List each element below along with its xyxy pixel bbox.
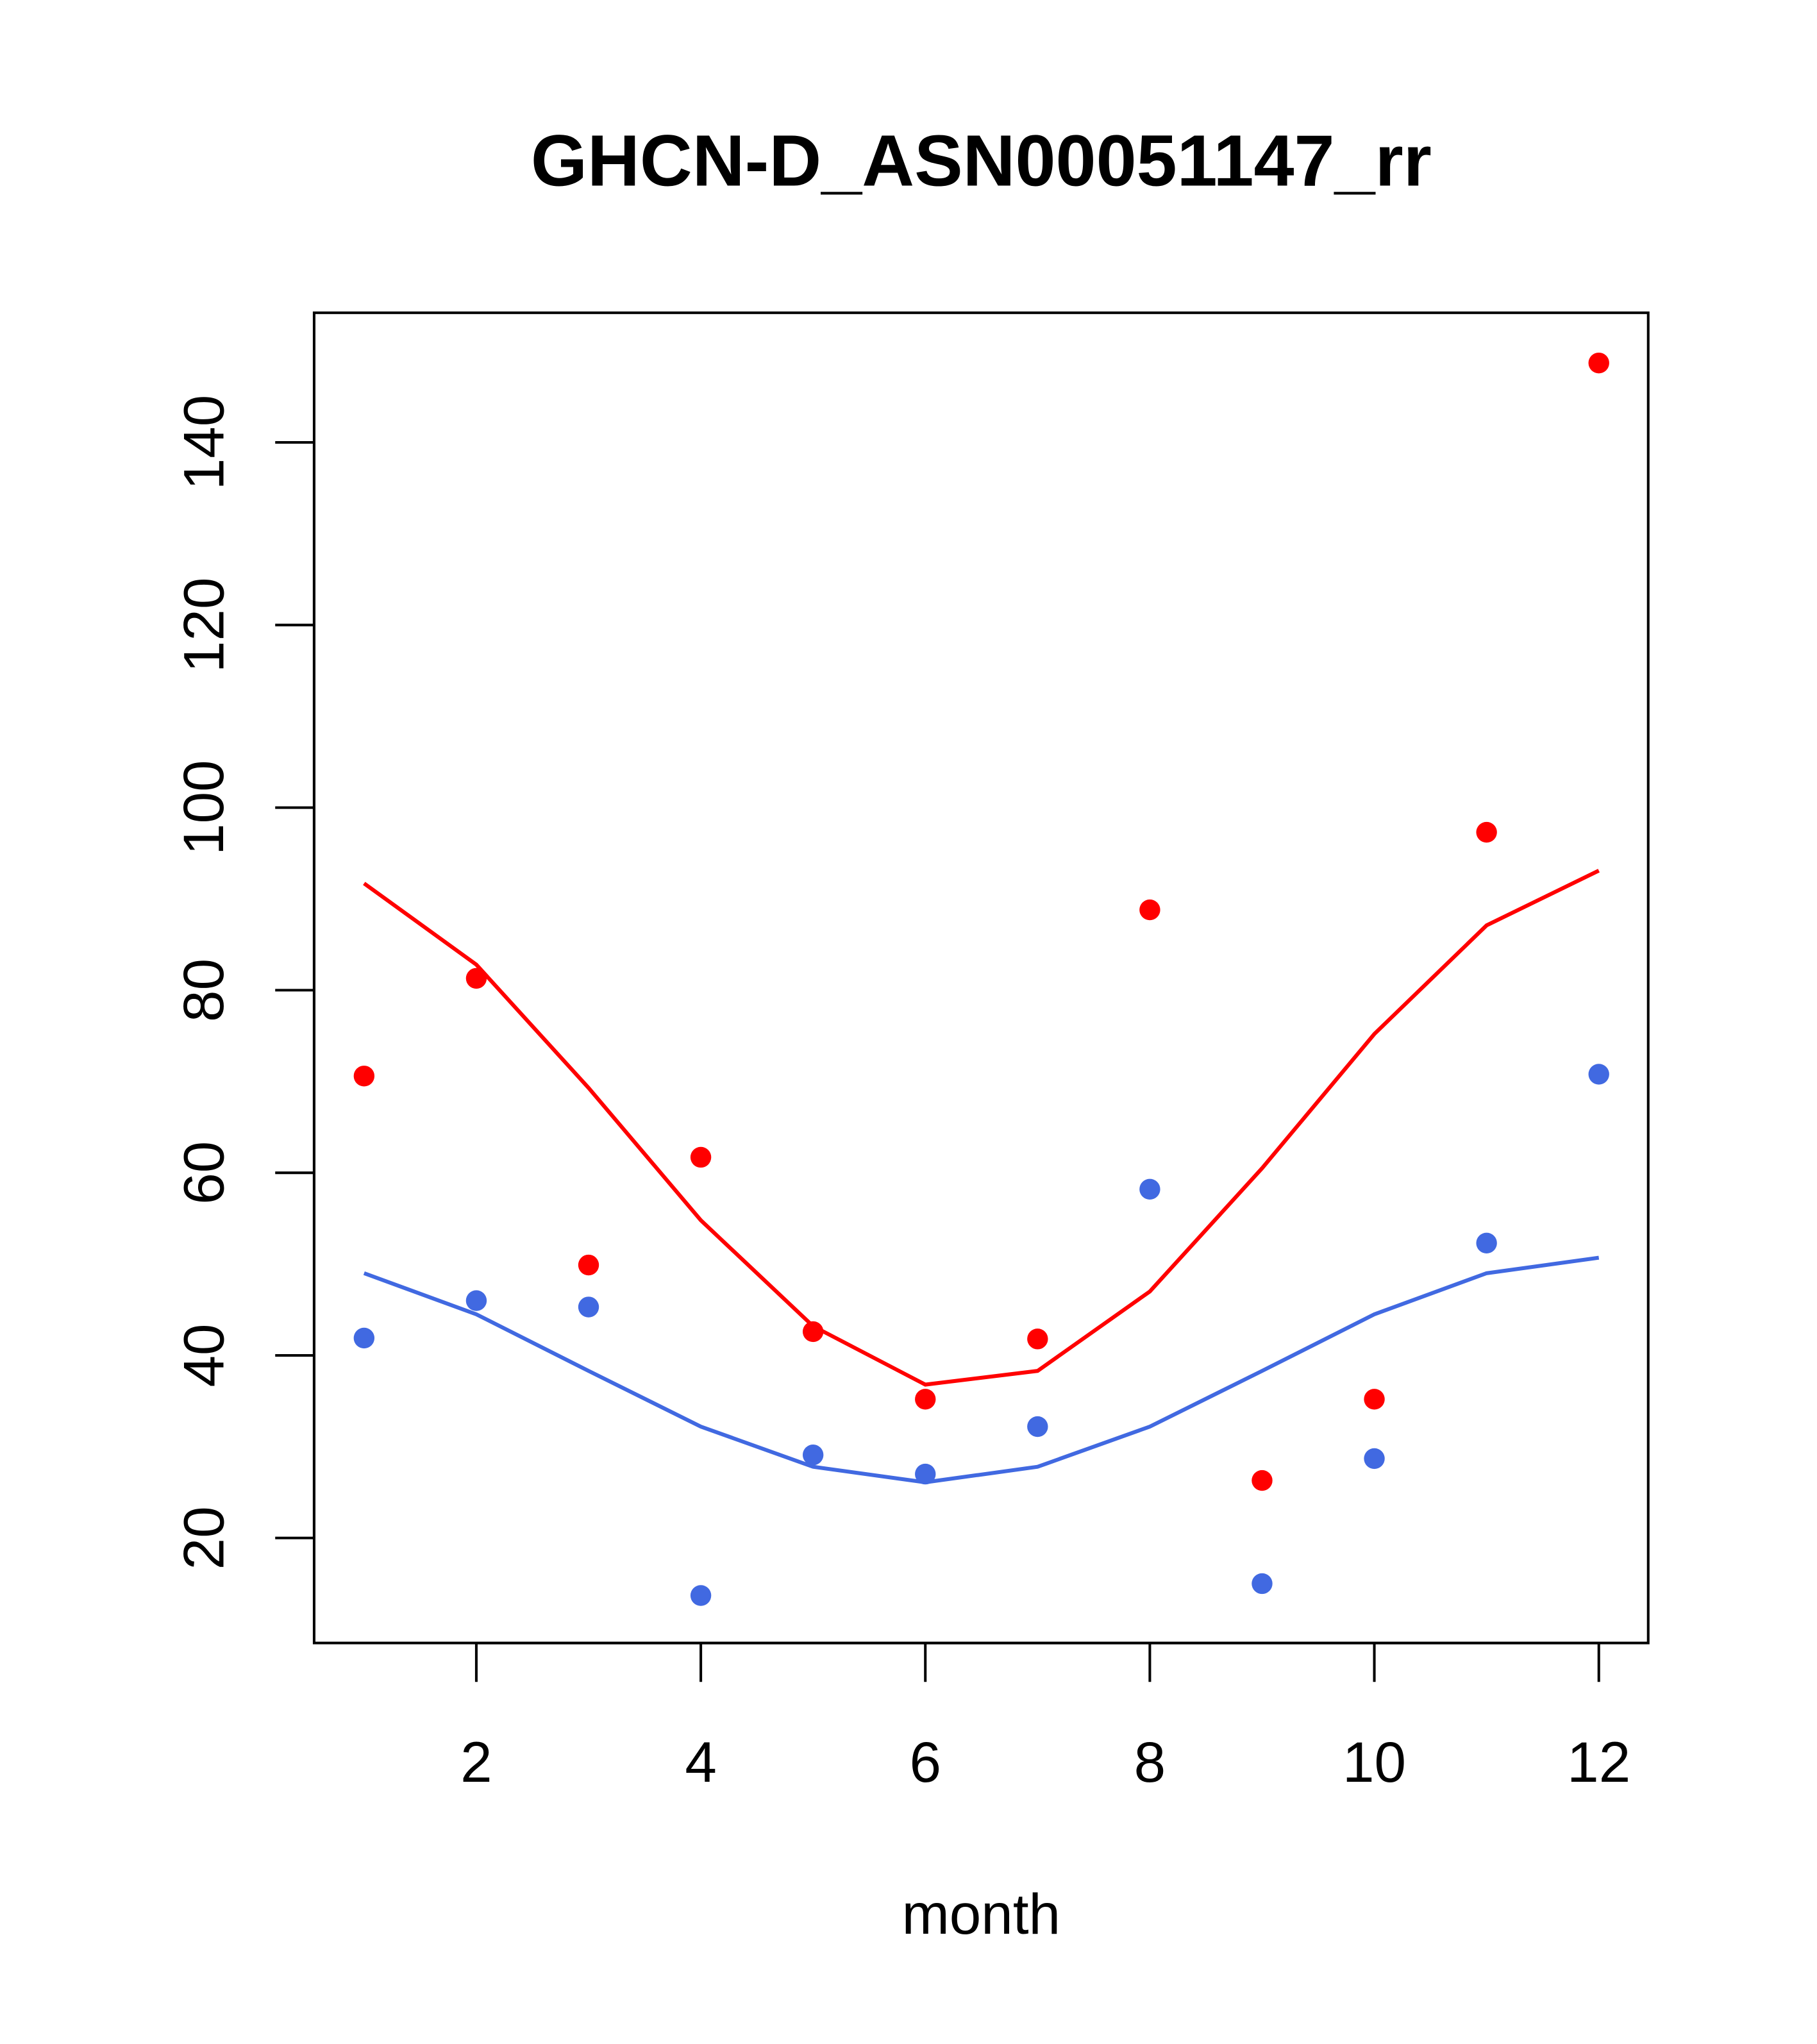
plot-frame xyxy=(312,311,1650,1645)
x-tick-label: 6 xyxy=(909,1730,941,1794)
x-tick-label: 4 xyxy=(685,1730,717,1794)
series-layer xyxy=(353,352,1609,1606)
blue-point xyxy=(1139,1178,1160,1200)
red-point xyxy=(1252,1470,1273,1491)
red-point xyxy=(578,1254,599,1276)
blue-point xyxy=(578,1296,599,1318)
blue-line xyxy=(363,1255,1600,1484)
red-point xyxy=(1476,821,1497,843)
y-tick-label: 20 xyxy=(171,1506,235,1570)
blue-point xyxy=(353,1327,375,1349)
blue-point xyxy=(1252,1573,1273,1595)
red-point xyxy=(1364,1389,1385,1410)
y-tick-label: 80 xyxy=(171,959,235,1022)
blue-point xyxy=(1476,1232,1497,1254)
red-line xyxy=(363,869,1600,1387)
x-tick-label: 8 xyxy=(1134,1730,1166,1794)
y-tick-label: 60 xyxy=(171,1141,235,1205)
red-point xyxy=(353,1066,375,1087)
x-tick-label: 10 xyxy=(1343,1730,1406,1794)
red-point xyxy=(465,968,487,989)
y-axis: 20 40 60 80 100 120 140 xyxy=(171,395,315,1570)
y-tick-label: 140 xyxy=(171,395,235,490)
x-tick-label: 2 xyxy=(460,1730,492,1794)
red-point xyxy=(690,1146,712,1168)
blue-point xyxy=(465,1290,487,1311)
x-tick-label: 12 xyxy=(1567,1730,1630,1794)
y-tick-label: 100 xyxy=(171,760,235,855)
y-tick-label: 120 xyxy=(171,578,235,673)
red-point xyxy=(802,1321,824,1343)
blue-point xyxy=(1364,1448,1385,1470)
chart-title: GHCN-D_ASN00051147_rr xyxy=(531,120,1432,201)
red-point xyxy=(915,1389,936,1410)
x-axis: 2 4 6 8 10 12 xyxy=(460,1641,1630,1794)
y-tick-label: 40 xyxy=(171,1323,235,1387)
blue-point xyxy=(802,1445,824,1466)
blue-point xyxy=(915,1463,936,1485)
blue-point xyxy=(1027,1416,1048,1437)
red-point xyxy=(1139,899,1160,921)
x-axis-label: month xyxy=(902,1882,1061,1946)
blue-point xyxy=(690,1585,712,1606)
red-point xyxy=(1588,352,1609,374)
blue-point xyxy=(1588,1064,1609,1085)
red-point xyxy=(1027,1328,1048,1350)
